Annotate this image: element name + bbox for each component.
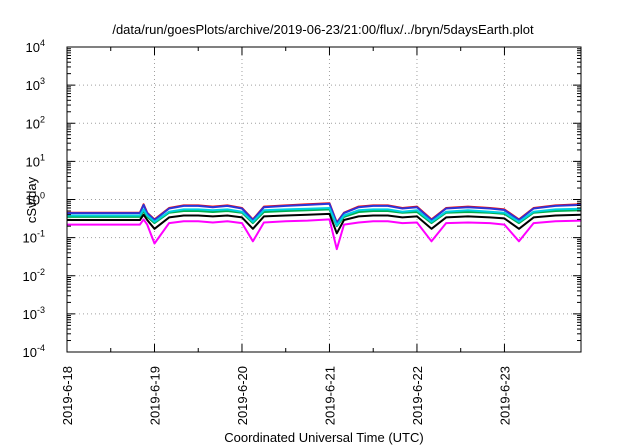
- x-tick-label: 2019-6-20: [235, 366, 250, 425]
- x-tick-label: 2019-6-19: [147, 366, 162, 425]
- y-tick-label: 102: [26, 114, 45, 131]
- grid: [67, 47, 581, 352]
- x-tick-label: 2019-6-18: [60, 366, 75, 425]
- x-axis-label: Coordinated Universal Time (UTC): [224, 430, 423, 445]
- chart-title: /data/run/goesPlots/archive/2019-06-23/2…: [112, 22, 534, 37]
- y-tick-label: 10-4: [23, 343, 45, 360]
- x-tick-label: 2019-6-21: [322, 366, 337, 425]
- x-tick-label: 2019-6-22: [410, 366, 425, 425]
- y-axis-label: cSv/day: [24, 176, 39, 223]
- series-line: [67, 212, 582, 235]
- y-tick-label: 10-3: [23, 305, 45, 322]
- y-tick-label: 103: [26, 76, 45, 93]
- y-tick-label: 104: [26, 38, 45, 55]
- series-line: [67, 202, 582, 225]
- series-line: [67, 218, 582, 251]
- series-line: [67, 207, 582, 227]
- x-tick-label: 2019-6-23: [497, 366, 512, 425]
- y-tick-label: 101: [26, 152, 45, 169]
- y-tick-label: 10-2: [23, 267, 45, 284]
- y-axis: 10-4 10-3 10-2 10-1 100 101 102 103 104: [23, 38, 581, 360]
- series-group: [67, 202, 582, 251]
- y-tick-label: 10-1: [23, 229, 45, 246]
- x-axis: 2019-6-18 2019-6-19 2019-6-20 2019-6-21 2019…: [60, 47, 512, 425]
- y-tick-label: 100: [26, 191, 45, 208]
